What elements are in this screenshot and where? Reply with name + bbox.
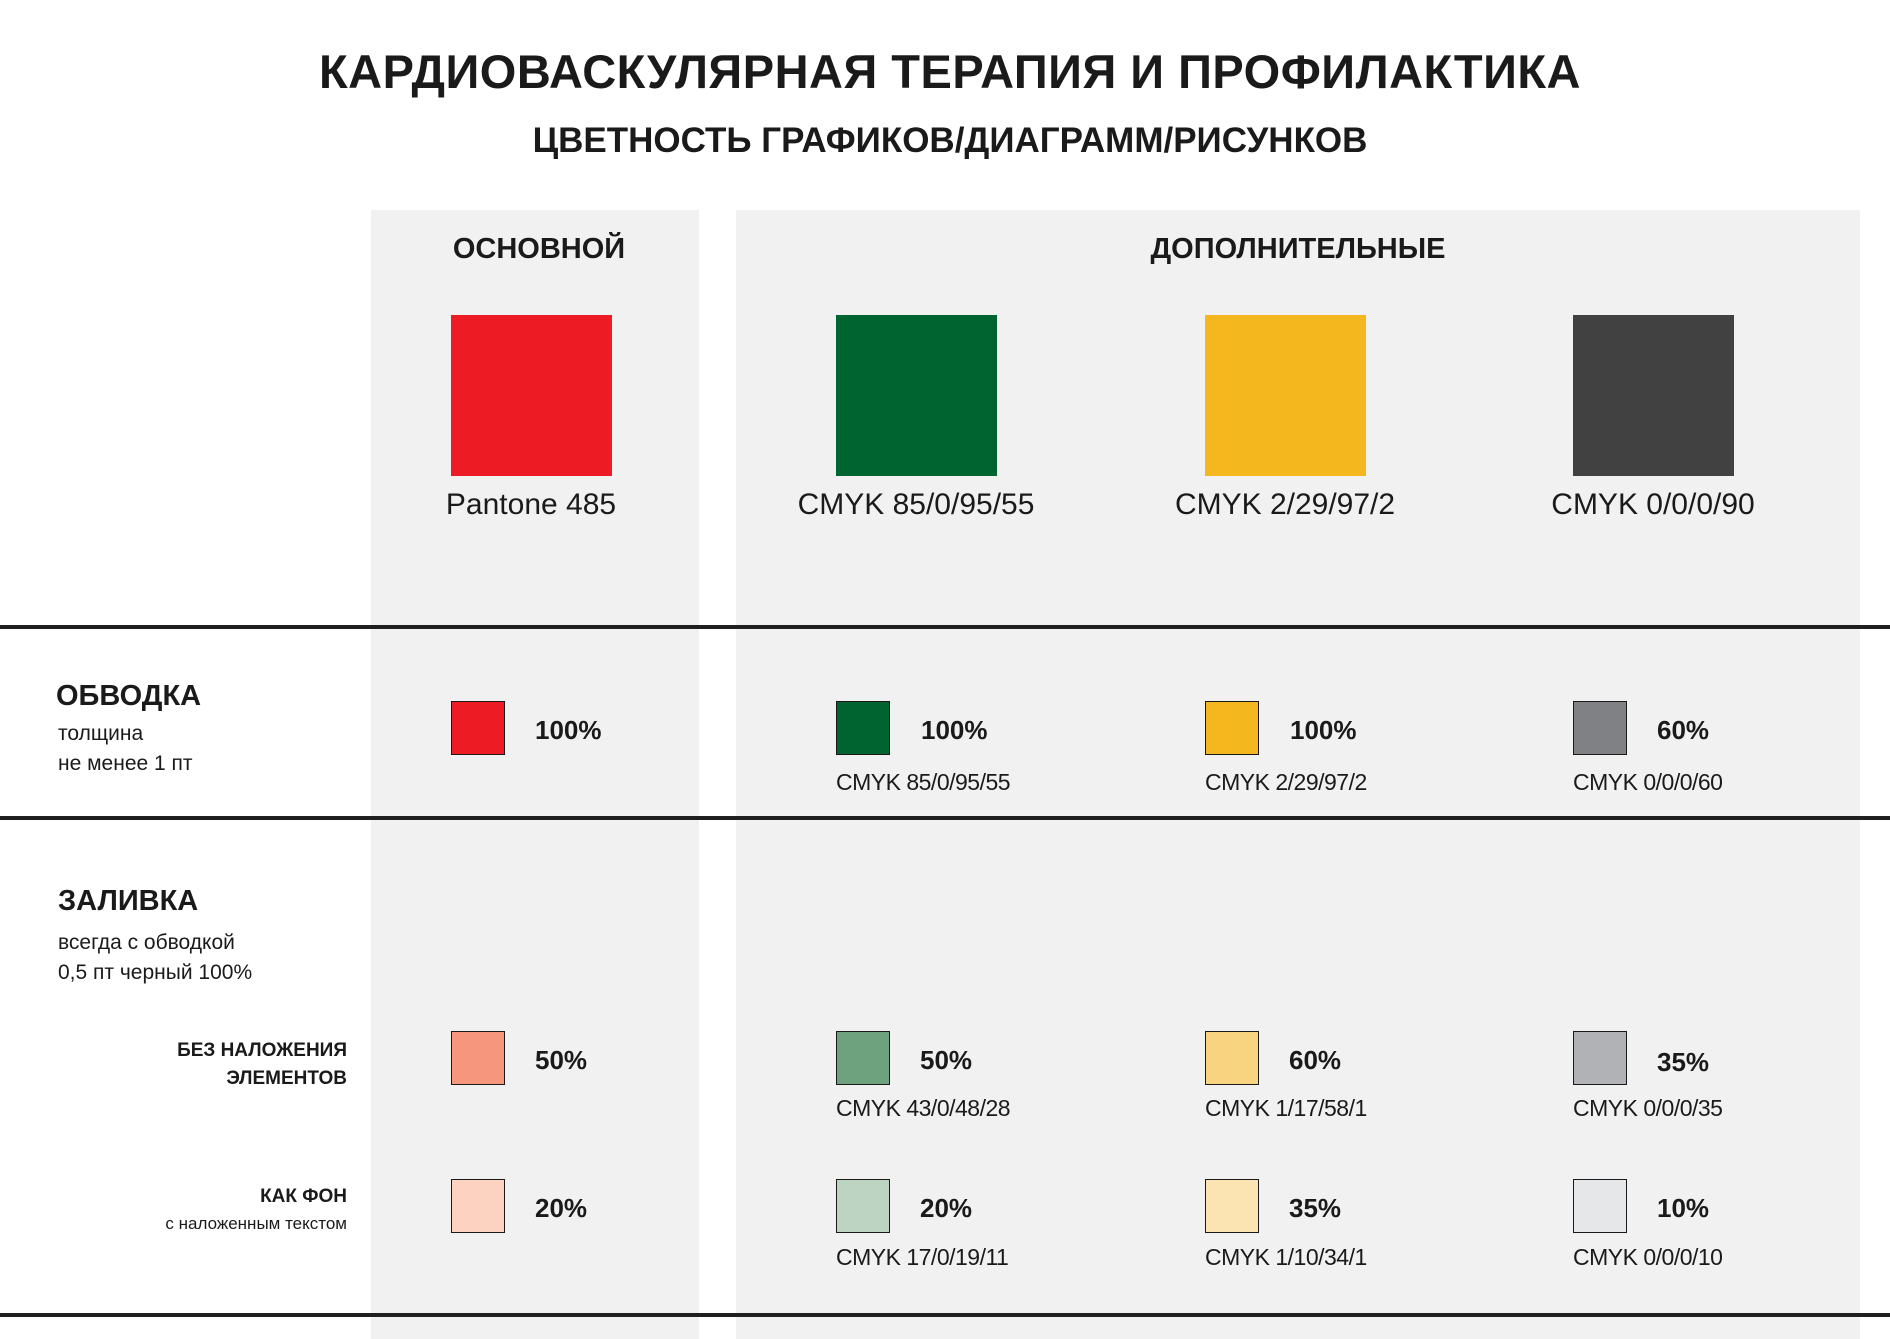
stroke-cmyk-gray: CMYK 0/0/0/60 (1573, 769, 1723, 795)
fill-section-title: ЗАЛИВКА (58, 885, 199, 917)
base-label-red: Pantone 485 (445, 488, 617, 521)
page-title: КАРДИОВАСКУЛЯРНАЯ ТЕРАПИЯ И ПРОФИЛАКТИКА (319, 45, 1581, 98)
stroke-pct-yellow: 100% (1290, 715, 1357, 745)
fill-no-overlap-pct-gray: 35% (1657, 1047, 1710, 1077)
fill-no-overlap-pct-yellow: 60% (1289, 1045, 1342, 1075)
no-overlap-title-line2: ЭЛЕМЕНТОВ (226, 1068, 347, 1089)
base-swatch-yellow (1205, 315, 1366, 476)
stroke-cmyk-yellow: CMYK 2/29/97/2 (1205, 769, 1367, 795)
base-swatch-red (451, 315, 612, 476)
stroke-cmyk-green: CMYK 85/0/95/55 (836, 769, 1011, 795)
fill-no-overlap-swatch-gray (1573, 1031, 1627, 1085)
stroke-pct-red: 100% (535, 715, 602, 745)
fill-no-overlap-cmyk-gray: CMYK 0/0/0/35 (1573, 1095, 1723, 1121)
fill-no-overlap-pct-red: 50% (535, 1045, 588, 1075)
divider-top (0, 625, 1890, 629)
stroke-note-line1: толщина (58, 722, 144, 745)
divider-bottom (0, 1313, 1890, 1317)
base-swatch-green (836, 315, 997, 476)
as-background-title: КАК ФОН (260, 1186, 347, 1207)
stroke-pct-green: 100% (921, 715, 988, 745)
stroke-pct-gray: 60% (1657, 715, 1710, 745)
fill-background-swatch-yellow (1205, 1179, 1259, 1233)
fill-background-pct-yellow: 35% (1289, 1193, 1342, 1223)
stroke-swatch-red (451, 701, 505, 755)
fill-note-line1: всегда с обводкой (58, 931, 235, 954)
as-background-note: с наложенным текстом (165, 1214, 347, 1233)
stroke-swatch-gray (1573, 701, 1627, 755)
fill-no-overlap-cmyk-green: CMYK 43/0/48/28 (836, 1095, 1011, 1121)
fill-background-pct-gray: 10% (1657, 1193, 1710, 1223)
stroke-swatch-yellow (1205, 701, 1259, 755)
no-overlap-title-line1: БЕЗ НАЛОЖЕНИЯ (177, 1040, 347, 1061)
fill-background-swatch-green (836, 1179, 890, 1233)
fill-no-overlap-cmyk-yellow: CMYK 1/17/58/1 (1205, 1095, 1367, 1121)
fill-no-overlap-pct-green: 50% (920, 1045, 973, 1075)
base-swatch-dark-gray (1573, 315, 1734, 476)
base-label-dark-gray: CMYK 0/0/0/90 (1551, 488, 1755, 521)
fill-note-line2: 0,5 пт черный 100% (58, 961, 253, 984)
fill-background-pct-red: 20% (535, 1193, 588, 1223)
fill-background-cmyk-green: CMYK 17/0/19/11 (836, 1244, 1009, 1270)
main-column-heading: ОСНОВНОЙ (452, 233, 626, 265)
fill-no-overlap-swatch-yellow (1205, 1031, 1259, 1085)
base-label-green: CMYK 85/0/95/55 (797, 488, 1035, 521)
fill-no-overlap-swatch-red (451, 1031, 505, 1085)
divider-middle (0, 816, 1890, 820)
page-subtitle: ЦВЕТНОСТЬ ГРАФИКОВ/ДИАГРАММ/РИСУНКОВ (532, 121, 1368, 160)
fill-no-overlap-swatch-green (836, 1031, 890, 1085)
extra-columns-heading: ДОПОЛНИТЕЛЬНЫЕ (1150, 233, 1446, 265)
fill-background-pct-green: 20% (920, 1193, 973, 1223)
fill-background-cmyk-yellow: CMYK 1/10/34/1 (1205, 1244, 1367, 1270)
stroke-note-line2: не менее 1 пт (58, 752, 193, 775)
base-label-yellow: CMYK 2/29/97/2 (1174, 488, 1396, 521)
stroke-section-title: ОБВОДКА (56, 680, 202, 712)
fill-background-swatch-red (451, 1179, 505, 1233)
fill-background-swatch-gray (1573, 1179, 1627, 1233)
fill-background-cmyk-gray: CMYK 0/0/0/10 (1573, 1244, 1723, 1270)
stroke-swatch-green (836, 701, 890, 755)
